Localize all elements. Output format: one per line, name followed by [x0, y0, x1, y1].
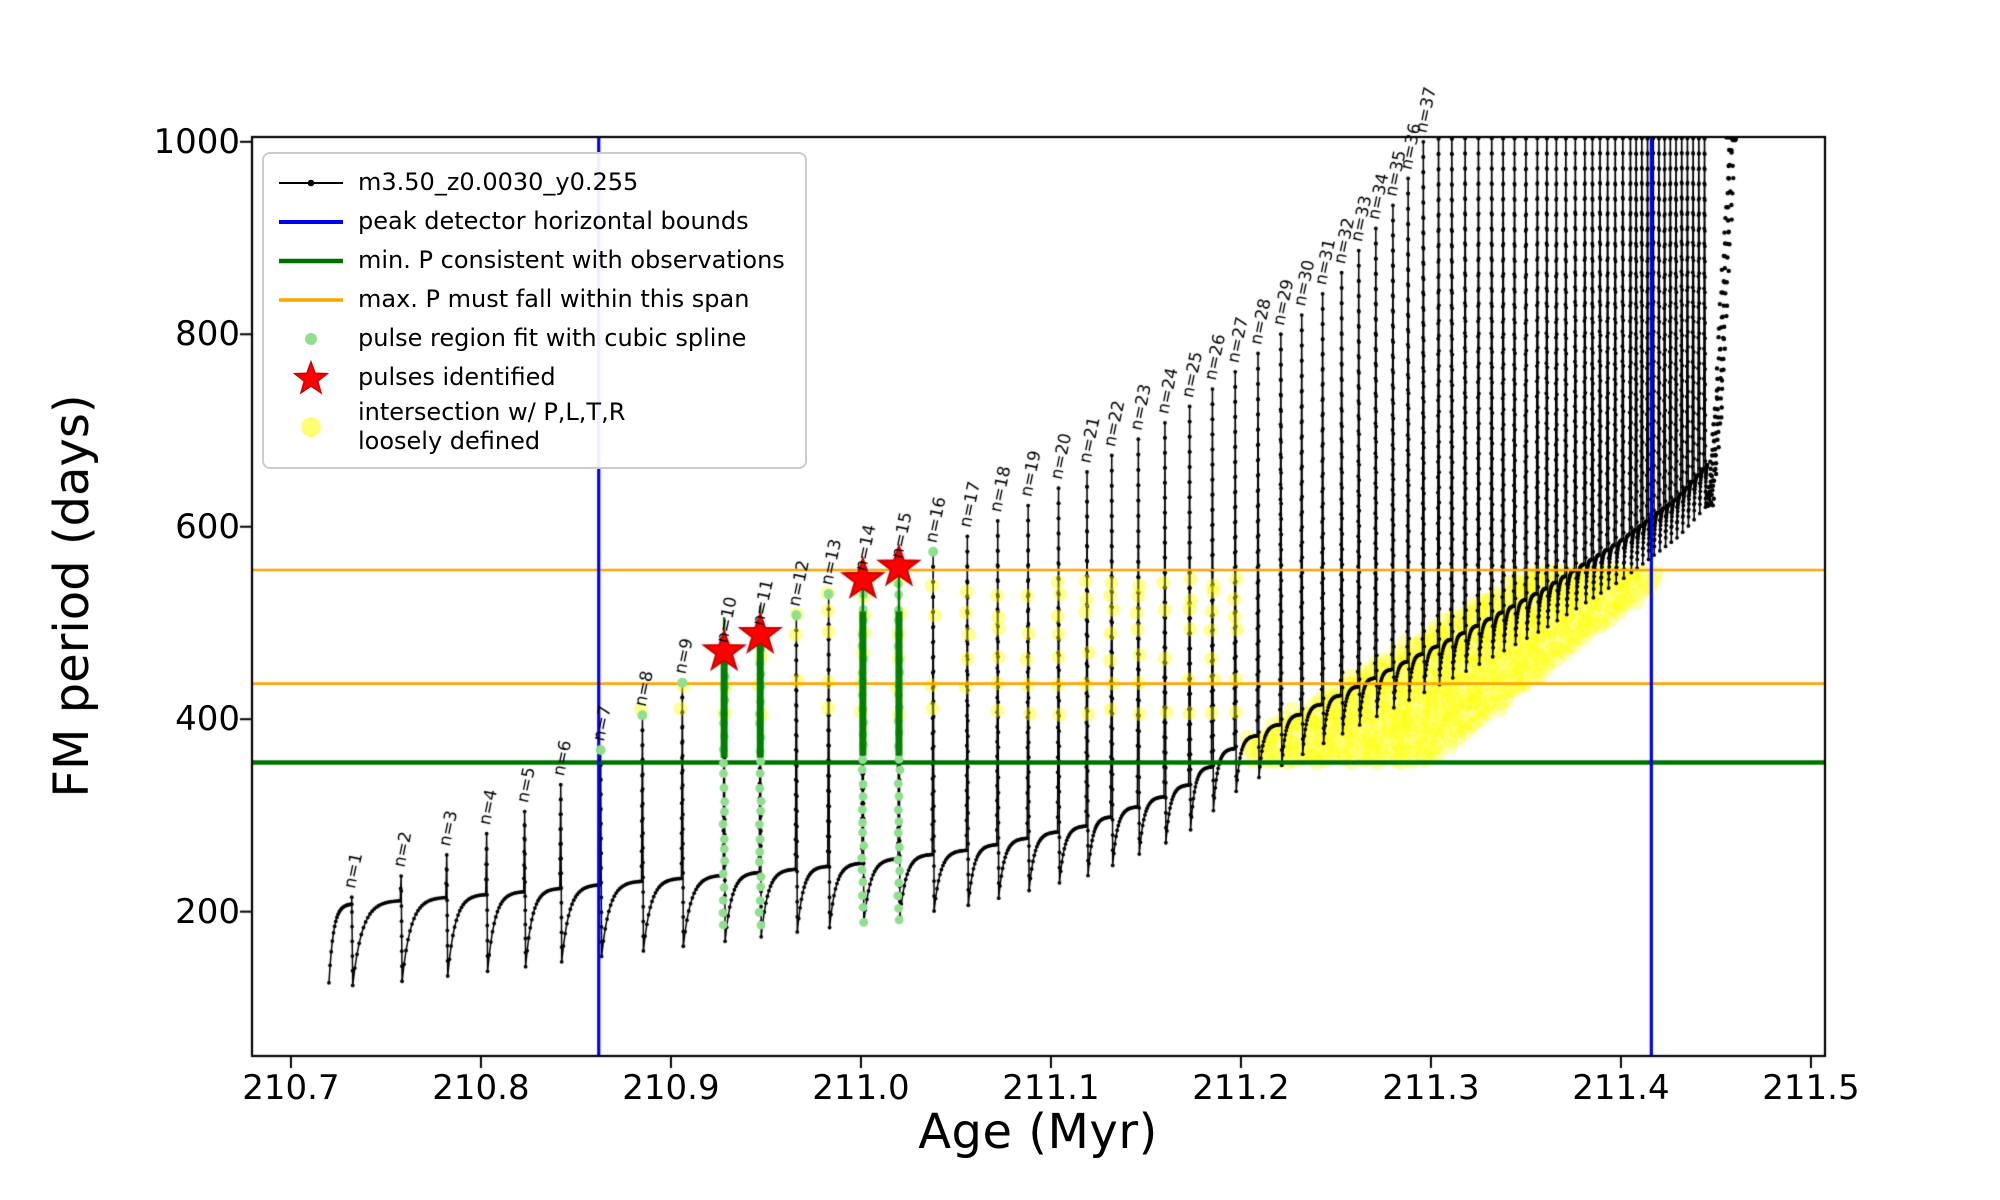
y-tick-label: 600: [175, 506, 240, 547]
legend-marker-line-dot-icon: [274, 164, 348, 202]
legend-label: max. P must fall within this span: [358, 285, 750, 314]
legend-item: intersection w/ P,L,T,R loosely defined: [274, 398, 785, 457]
x-tick-label: 211.4: [1572, 1068, 1670, 1108]
x-tick-label: 211.3: [1382, 1068, 1480, 1108]
legend-label: pulse region fit with cubic spline: [358, 324, 747, 353]
legend-marker-line-icon: [274, 281, 348, 319]
legend-item: pulses identified: [274, 359, 785, 397]
legend-marker-line-icon: [274, 242, 348, 280]
legend-label: m3.50_z0.0030_y0.255: [358, 168, 639, 197]
x-tick-label: 211.2: [1192, 1068, 1290, 1108]
legend-label: pulses identified: [358, 363, 556, 392]
y-tick-label: 200: [175, 891, 240, 932]
x-tick-label: 210.9: [622, 1068, 720, 1108]
legend-item: max. P must fall within this span: [274, 281, 785, 319]
y-axis-label: FM period (days): [44, 394, 100, 798]
x-tick-label: 210.8: [432, 1068, 530, 1108]
y-tick-label: 400: [175, 699, 240, 740]
legend-marker-dot-icon: [274, 408, 348, 446]
x-tick-label: 211.1: [1002, 1068, 1100, 1108]
legend-label: peak detector horizontal bounds: [358, 207, 749, 236]
x-axis-label: Age (Myr): [918, 1104, 1158, 1160]
legend-marker-line-icon: [274, 203, 348, 241]
legend-label: min. P consistent with observations: [358, 246, 785, 275]
y-tick-label: 800: [175, 314, 240, 355]
legend-item: peak detector horizontal bounds: [274, 203, 785, 241]
legend-marker-dot-icon: [274, 320, 348, 358]
legend-item: min. P consistent with observations: [274, 242, 785, 280]
legend-item: pulse region fit with cubic spline: [274, 320, 785, 358]
legend-marker-star-icon: [274, 359, 348, 397]
x-tick-label: 210.7: [242, 1068, 340, 1108]
x-tick-label: 211.5: [1762, 1068, 1860, 1108]
x-tick-label: 211.0: [812, 1068, 910, 1108]
y-tick-label: 1000: [153, 121, 240, 162]
legend-item: m3.50_z0.0030_y0.255: [274, 164, 785, 202]
legend-label: intersection w/ P,L,T,R loosely defined: [358, 398, 626, 456]
